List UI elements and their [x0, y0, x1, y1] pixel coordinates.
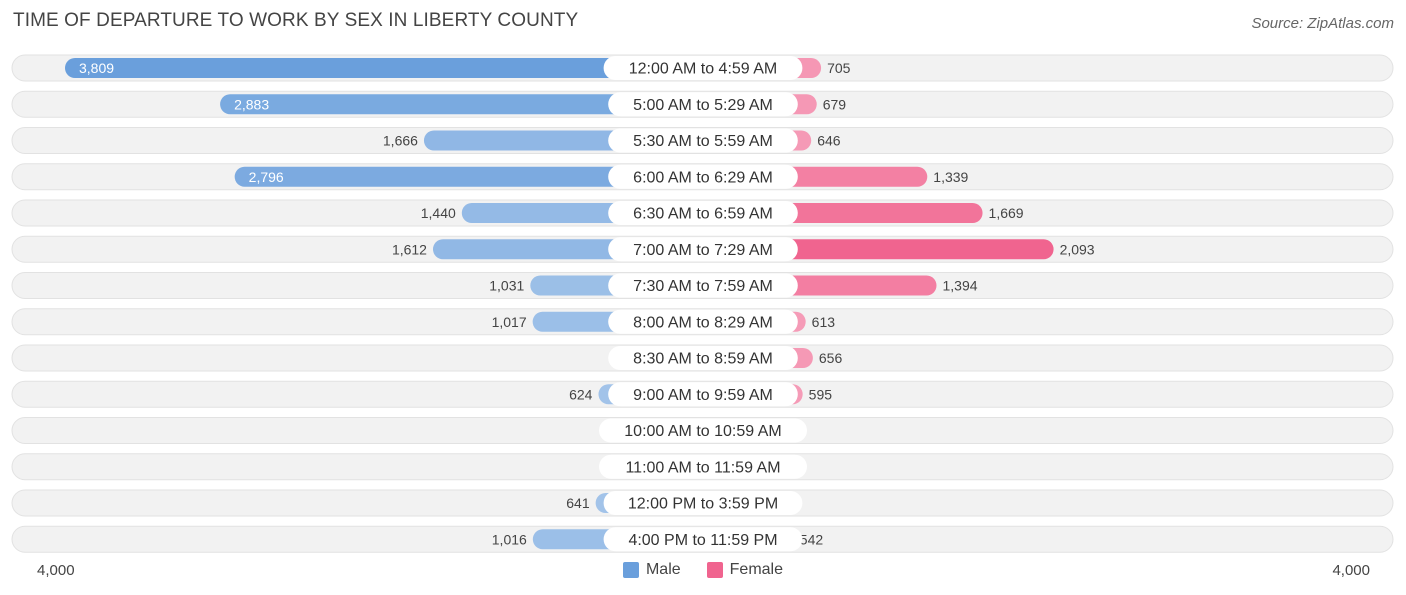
category-label: 12:00 PM to 3:59 PM: [628, 496, 778, 513]
category-label: 7:30 AM to 7:59 AM: [633, 278, 773, 295]
male-bar: [64, 58, 704, 78]
female-value-label: 2,093: [1060, 241, 1095, 257]
category-pill: [608, 382, 798, 407]
male-value-label: 624: [569, 386, 593, 402]
legend-male: Male: [622, 561, 681, 579]
category-label: 11:00 AM to 11:59 AM: [625, 459, 780, 476]
category-pill: [603, 56, 803, 80]
female-value-label: 1,339: [933, 169, 968, 185]
category-label: 6:00 AM to 6:29 AM: [633, 169, 773, 186]
category-label: 8:30 AM to 8:59 AM: [633, 351, 773, 368]
chart-row: 624 595 9:00 AM to 9:59 AM: [11, 380, 1394, 408]
male-value-label: 2,883: [234, 96, 269, 112]
category-label: 7:00 AM to 7:29 AM: [633, 242, 773, 259]
chart-row: 3,809 705 12:00 AM to 4:59 AM: [11, 54, 1394, 82]
legend-male-label: Male: [645, 561, 681, 578]
female-value-label: 1,394: [942, 278, 977, 294]
female-value-label: 542: [800, 531, 824, 547]
male-value-label: 641: [566, 495, 590, 511]
male-bar: [220, 94, 703, 115]
category-pill: [599, 418, 807, 443]
category-label: 4:00 PM to 11:59 PM: [628, 532, 777, 549]
category-pill: [599, 454, 807, 479]
category-pill: [608, 309, 798, 334]
male-value-label: 1,440: [421, 205, 456, 221]
category-pill: [608, 201, 798, 225]
category-pill: [608, 273, 798, 298]
category-pill: [608, 237, 798, 262]
legend-female: Female: [706, 561, 784, 579]
category-pill: [603, 527, 803, 552]
category-pill: [608, 346, 798, 370]
chart-row: 1,016 542 4:00 PM to 11:59 PM: [11, 525, 1394, 553]
female-value-label: 679: [823, 96, 847, 112]
category-label: 8:00 AM to 8:29 AM: [633, 314, 773, 331]
female-value-label: 646: [817, 133, 841, 149]
male-value-label: 1,612: [392, 241, 427, 257]
chart-row: 1,666 646 5:30 AM to 5:59 AM: [11, 127, 1394, 154]
legend-female-label: Female: [729, 561, 784, 578]
male-value-label: 3,809: [79, 60, 114, 76]
chart-row: 1,017 613 8:00 AM to 8:29 AM: [11, 308, 1394, 336]
chart-row: 986568:30 AM to 8:59 AM: [11, 344, 1394, 372]
category-label: 12:00 AM to 4:59 AM: [629, 61, 778, 78]
category-label: 9:00 AM to 9:59 AM: [633, 387, 773, 404]
chart-row: 2,796 1,339 6:00 AM to 6:29 AM: [11, 163, 1394, 191]
chart-row: 1,612 2,093 7:00 AM to 7:29 AM: [11, 235, 1394, 263]
chart-row: 1,031 1,394 7:30 AM to 7:59 AM: [11, 272, 1394, 299]
female-value-label: 1,669: [989, 205, 1024, 221]
male-value-label: 1,031: [489, 278, 524, 294]
axis-left-label: 4,000: [37, 562, 75, 579]
female-value-label: 656: [819, 350, 843, 366]
female-value-label: 595: [809, 386, 833, 402]
category-label: 5:30 AM to 5:59 AM: [633, 133, 773, 150]
male-value-label: 2,796: [249, 169, 284, 185]
category-pill: [608, 92, 798, 117]
chart-row: 1,440 1,669 6:30 AM to 6:59 AM: [11, 199, 1394, 227]
chart-source: Source: ZipAtlas.com: [1251, 15, 1394, 32]
legend-male-swatch: [622, 562, 639, 578]
female-value-label: 613: [812, 314, 836, 330]
male-value-label: 1,666: [383, 133, 418, 149]
chart-row: 64137812:00 PM to 3:59 PM: [11, 489, 1394, 517]
chart-title: TIME OF DEPARTURE TO WORK BY SEX IN LIBE…: [13, 10, 579, 31]
category-pill: [603, 491, 803, 515]
category-label: 6:30 AM to 6:59 AM: [633, 206, 773, 223]
axis-right-label: 4,000: [1332, 562, 1370, 579]
male-value-label: 1,016: [492, 531, 527, 547]
category-label: 5:00 AM to 5:29 AM: [633, 97, 773, 114]
chart-row: 7816311:00 AM to 11:59 AM: [11, 453, 1394, 481]
category-pill: [608, 164, 798, 189]
male-bar: [234, 166, 704, 187]
legend-female-swatch: [706, 562, 723, 578]
category-label: 10:00 AM to 10:59 AM: [624, 423, 781, 440]
chart-row: 2,883 679 5:00 AM to 5:29 AM: [11, 90, 1394, 118]
legend: Male Female: [0, 561, 1406, 579]
category-pill: [608, 128, 798, 153]
male-value-label: 1,017: [492, 314, 527, 330]
female-value-label: 705: [827, 60, 851, 76]
chart-row: 35627510:00 AM to 10:59 AM: [11, 417, 1394, 444]
